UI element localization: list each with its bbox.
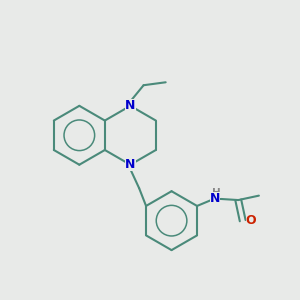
Text: N: N <box>209 192 220 205</box>
Text: H: H <box>212 188 220 198</box>
Text: N: N <box>125 158 136 171</box>
Text: O: O <box>246 214 256 227</box>
Text: N: N <box>125 99 136 112</box>
